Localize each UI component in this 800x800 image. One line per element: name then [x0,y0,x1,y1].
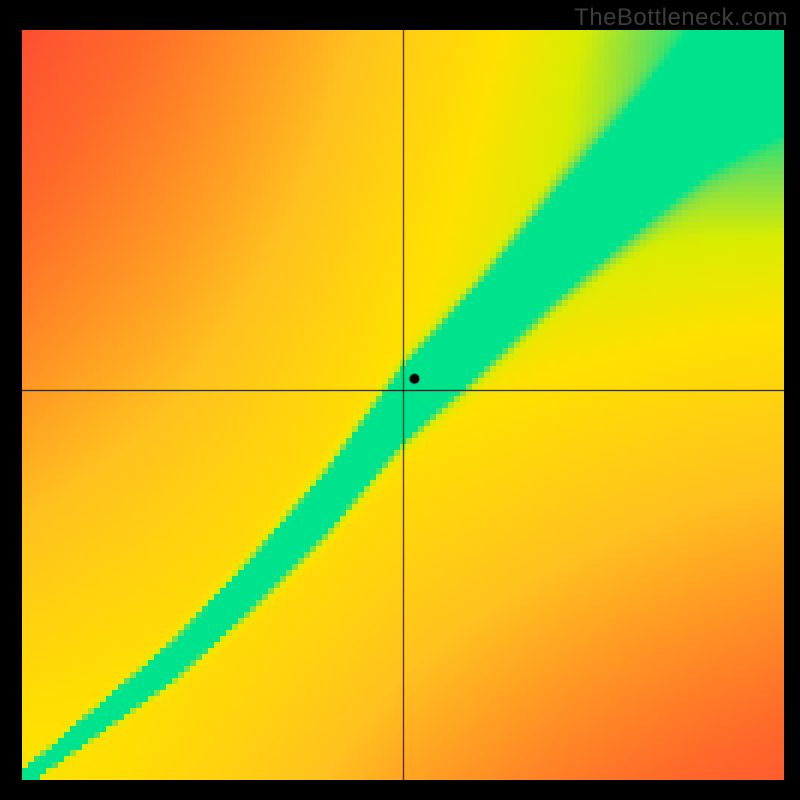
watermark-label: TheBottleneck.com [574,4,788,32]
figure-container: TheBottleneck.com [0,0,800,800]
bottleneck-heatmap [22,30,784,780]
